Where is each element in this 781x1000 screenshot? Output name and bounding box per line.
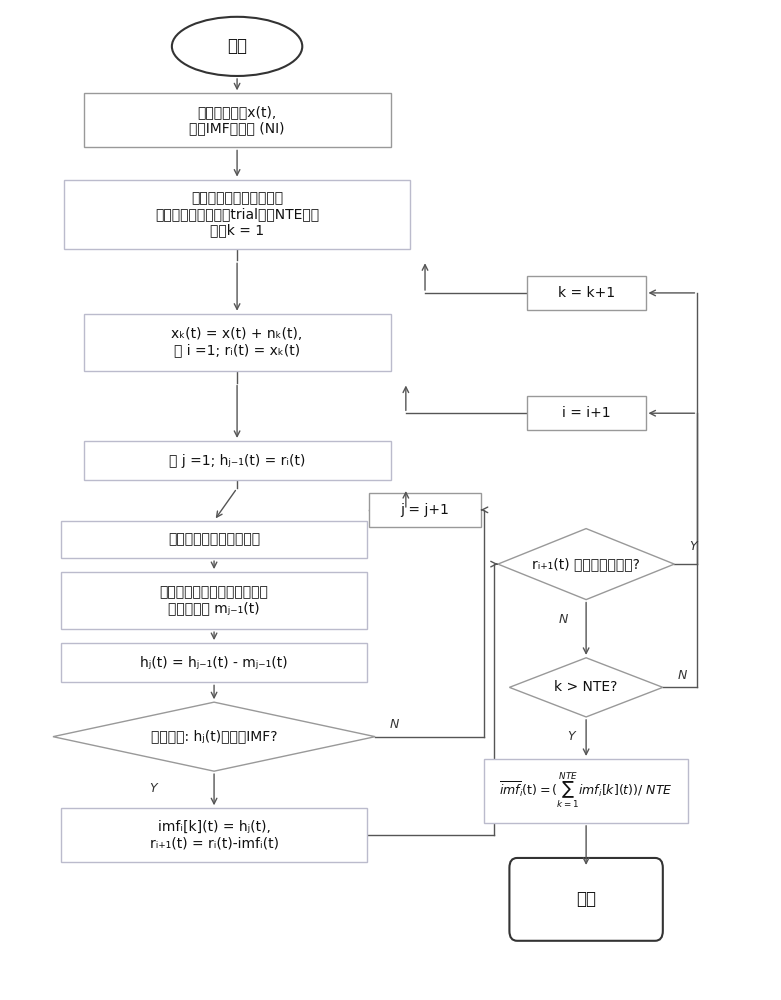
- Polygon shape: [509, 658, 663, 717]
- Text: Y: Y: [690, 540, 697, 553]
- Polygon shape: [498, 529, 674, 600]
- Text: hⱼ(t) = hⱼ₋₁(t) - mⱼ₋₁(t): hⱼ(t) = hⱼ₋₁(t) - mⱼ₋₁(t): [141, 656, 288, 670]
- FancyBboxPatch shape: [61, 808, 368, 862]
- Text: j = j+1: j = j+1: [401, 503, 449, 517]
- Text: rᵢ₊₁(t) 至少有两个极値?: rᵢ₊₁(t) 至少有两个极値?: [532, 557, 640, 571]
- Text: N: N: [677, 669, 686, 682]
- Polygon shape: [53, 702, 375, 771]
- Text: Y: Y: [567, 730, 575, 743]
- FancyBboxPatch shape: [369, 493, 480, 527]
- Text: k = k+1: k = k+1: [558, 286, 615, 300]
- FancyBboxPatch shape: [484, 759, 688, 823]
- FancyBboxPatch shape: [526, 396, 646, 430]
- Text: N: N: [390, 718, 399, 731]
- Text: xₖ(t) = x(t) + nₖ(t),
令 i =1; rᵢ(t) = xₖ(t): xₖ(t) = x(t) + nₖ(t), 令 i =1; rᵢ(t) = xₖ…: [172, 327, 303, 357]
- Text: 计算局部最小值和最大值: 计算局部最小值和最大值: [168, 532, 260, 546]
- Text: imfᵢ[k](t) = hⱼ(t),
rᵢ₊₁(t) = rᵢ(t)-imfᵢ(t): imfᵢ[k](t) = hⱼ(t), rᵢ₊₁(t) = rᵢ(t)-imfᵢ…: [150, 820, 279, 850]
- Text: 设置加入白噪声的幅度，
设置整体实验次数（trial）（NTE），
设置k = 1: 设置加入白噪声的幅度， 设置整体实验次数（trial）（NTE）， 设置k = …: [155, 191, 319, 237]
- Text: N: N: [558, 613, 568, 626]
- FancyBboxPatch shape: [61, 572, 368, 629]
- Text: 准备输入信号x(t),
计算IMF的数目 (NI): 准备输入信号x(t), 计算IMF的数目 (NI): [189, 105, 285, 135]
- FancyBboxPatch shape: [526, 276, 646, 310]
- FancyBboxPatch shape: [84, 314, 390, 371]
- Text: 插値，求取上下包络线，计算
包络线均値 mⱼ₋₁(t): 插値，求取上下包络线，计算 包络线均値 mⱼ₋₁(t): [159, 585, 269, 616]
- Text: 令 j =1; hⱼ₋₁(t) = rᵢ(t): 令 j =1; hⱼ₋₁(t) = rᵢ(t): [169, 454, 305, 468]
- Text: 开始: 开始: [227, 37, 247, 55]
- Ellipse shape: [172, 17, 302, 76]
- FancyBboxPatch shape: [84, 441, 390, 480]
- Text: 结束: 结束: [576, 890, 596, 908]
- FancyBboxPatch shape: [84, 93, 390, 147]
- FancyBboxPatch shape: [65, 180, 410, 249]
- Text: $\overline{imf}_{i}(\mathrm{t})=(\sum_{k=1}^{NTE}imf_{i}[k](t))/\ NTE$: $\overline{imf}_{i}(\mathrm{t})=(\sum_{k…: [499, 771, 673, 811]
- Text: k > NTE?: k > NTE?: [555, 680, 618, 694]
- Text: Y: Y: [149, 782, 156, 795]
- FancyBboxPatch shape: [509, 858, 663, 941]
- Text: 终止条件: hⱼ(t)是否为IMF?: 终止条件: hⱼ(t)是否为IMF?: [151, 730, 277, 744]
- FancyBboxPatch shape: [61, 643, 368, 682]
- Text: i = i+1: i = i+1: [562, 406, 611, 420]
- FancyBboxPatch shape: [61, 521, 368, 558]
